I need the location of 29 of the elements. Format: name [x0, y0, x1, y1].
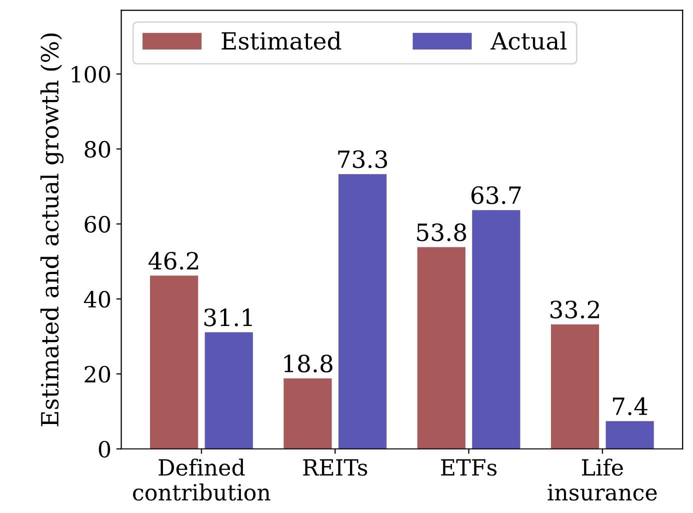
data-label: 33.2	[550, 300, 599, 318]
y-tick-label: 40	[84, 290, 110, 308]
data-label: 7.4	[613, 397, 648, 416]
y-tick-label: 60	[84, 216, 110, 233]
y-tick-label: 20	[84, 366, 110, 383]
bar	[417, 247, 466, 449]
x-tick-label: REITs	[303, 459, 368, 476]
legend-label: Actual	[490, 32, 567, 50]
data-label: 46.2	[148, 252, 198, 270]
bar	[550, 324, 600, 449]
x-tick-label: Defined contribution	[133, 458, 270, 501]
data-label: 31.1	[204, 308, 252, 326]
y-tick-label: 100	[72, 66, 110, 83]
x-tick-label: ETFs	[441, 459, 497, 476]
data-label: 73.3	[338, 150, 388, 168]
y-tick-label: 0	[98, 440, 110, 458]
y-tick-label: 80	[84, 140, 110, 158]
bar	[472, 210, 520, 449]
bar	[606, 421, 654, 449]
data-label: 53.8	[417, 223, 466, 242]
bar	[204, 332, 253, 449]
data-label: 63.7	[471, 186, 521, 204]
bar	[284, 378, 332, 449]
legend-label: Estimated	[222, 32, 342, 50]
bar	[150, 276, 198, 449]
bar	[338, 174, 387, 449]
data-label: 18.8	[284, 354, 332, 372]
y-axis-title: Estimated and actual growth (%)	[40, 34, 64, 426]
x-tick-label: Life insurance	[548, 458, 657, 501]
